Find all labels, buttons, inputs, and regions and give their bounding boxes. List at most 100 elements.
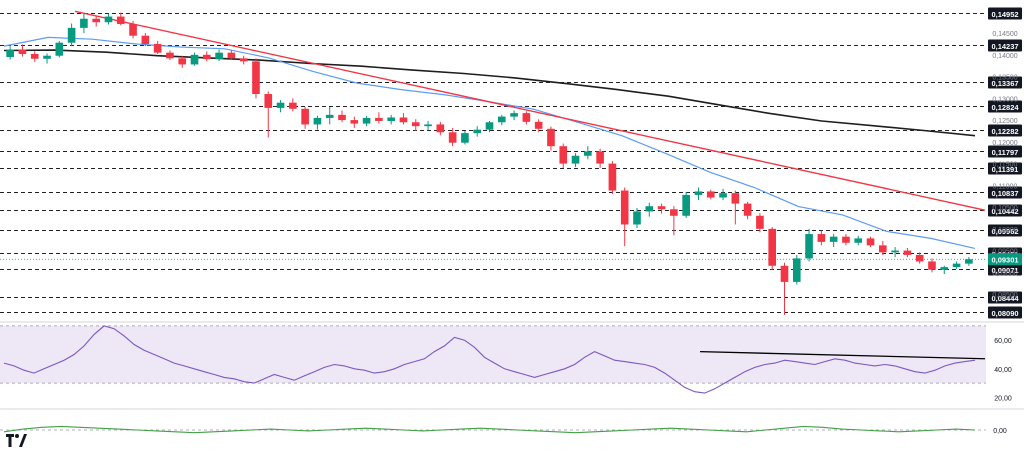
- candle-body: [153, 43, 162, 53]
- level-label: 0,10837: [991, 189, 1018, 198]
- candle-body: [743, 203, 752, 216]
- candle-body: [116, 16, 125, 24]
- candle-body: [30, 53, 39, 59]
- candle-body: [325, 114, 334, 118]
- level-tag: [988, 204, 1022, 217]
- candle-body: [461, 133, 469, 143]
- candle-body: [805, 234, 813, 259]
- candle-body: [497, 116, 506, 123]
- candle-body: [866, 238, 875, 246]
- candle-body: [534, 121, 543, 129]
- level-label: 0,11391: [992, 165, 1019, 174]
- ma-slow-line: [3, 49, 976, 137]
- candle-body: [928, 261, 936, 270]
- level-tag: [988, 162, 1022, 175]
- rsi-line: [3, 325, 976, 394]
- candle-body: [792, 258, 801, 282]
- candle-body: [842, 236, 850, 243]
- candles: [6, 12, 973, 315]
- candle-body: [854, 238, 863, 243]
- axis-tick-label: 0,12500: [992, 118, 1017, 125]
- candle-body: [817, 234, 826, 242]
- candle-body: [141, 35, 150, 44]
- candle-body: [706, 191, 715, 198]
- candle-body: [43, 55, 51, 59]
- level-label: 0,08090: [991, 309, 1018, 318]
- candle-body: [940, 267, 949, 270]
- candle-body: [952, 263, 961, 268]
- candle-body: [252, 61, 260, 94]
- candle-body: [694, 191, 703, 195]
- candle-body: [670, 209, 678, 216]
- level-tag: [988, 124, 1022, 137]
- axis-tick-label: 0,14000: [992, 53, 1017, 60]
- axis-tick-label: 0,13000: [992, 96, 1017, 103]
- axis-tick-label: 0,08500: [992, 292, 1017, 299]
- candle-body: [620, 190, 629, 225]
- candle-body: [485, 122, 494, 130]
- axis-tick-label: 0,11500: [993, 162, 1018, 169]
- candle-body: [264, 93, 273, 108]
- candle-body: [780, 265, 789, 282]
- level-tag: [988, 76, 1022, 89]
- candle-body: [80, 18, 88, 28]
- level-label: 0,14237: [991, 42, 1018, 51]
- level-tag: [988, 263, 1022, 276]
- candle-body: [67, 27, 76, 43]
- price-labels: 0,14952 0,14237 0,13367 0,12824 0,12282 0,117…: [988, 7, 1022, 435]
- candle-body: [633, 211, 641, 225]
- level-label: 0,09962: [991, 227, 1018, 236]
- last-price-tag: [988, 253, 1022, 266]
- macd-line: [3, 425, 976, 434]
- candle-body: [768, 228, 777, 266]
- candle-body: [289, 102, 297, 109]
- candle-body: [301, 108, 309, 125]
- candle-body: [18, 49, 27, 54]
- macd-tick-label: 0,00: [993, 428, 1007, 435]
- rsi-tick-label: 60,00: [994, 338, 1012, 345]
- candle-body: [645, 206, 654, 212]
- trend-line: [74, 10, 986, 211]
- axis-tick-label: 0,10000: [992, 227, 1017, 234]
- candle-body: [227, 52, 236, 59]
- axis-tick-label: 0,10500: [992, 205, 1017, 212]
- rsi-trend-line: [699, 350, 986, 360]
- candle-body: [362, 117, 371, 124]
- candle-body: [190, 54, 199, 65]
- tradingview-logo: [6, 434, 27, 447]
- candle-body: [215, 52, 223, 60]
- axis-tick-label: 0,11000: [993, 183, 1018, 190]
- indicator-lines: [3, 10, 986, 434]
- candle-body: [399, 117, 408, 123]
- candle-body: [178, 58, 187, 65]
- candle-body: [584, 151, 592, 156]
- axis-tick-label: 0,12000: [992, 140, 1017, 147]
- level-label: 0,12282: [991, 127, 1018, 136]
- candle-body: [571, 155, 580, 164]
- candle-body: [436, 124, 445, 133]
- level-label: 0,10442: [991, 207, 1018, 216]
- candle-body: [276, 102, 285, 108]
- level-label: 0,11797: [992, 148, 1019, 157]
- candle-body: [55, 42, 64, 56]
- candle-body: [965, 259, 973, 264]
- candle-body: [338, 114, 346, 121]
- level-tag: [988, 186, 1022, 199]
- level-label: 0,08444: [991, 294, 1019, 303]
- level-tag: [988, 291, 1022, 304]
- rsi-tick-label: 40,00: [994, 367, 1012, 374]
- candle-body: [6, 49, 14, 58]
- candle-body: [657, 206, 666, 210]
- candle-body: [411, 122, 420, 127]
- ma-fast-line: [3, 36, 976, 249]
- level-tag: [988, 145, 1022, 158]
- candle-body: [92, 18, 100, 23]
- level-tag: [988, 224, 1022, 237]
- rsi-tick-label: 20,00: [994, 395, 1012, 402]
- level-label: 0,14952: [991, 10, 1018, 19]
- grid: [0, 13, 1024, 431]
- candle-body: [547, 128, 555, 147]
- level-tag: [988, 306, 1022, 319]
